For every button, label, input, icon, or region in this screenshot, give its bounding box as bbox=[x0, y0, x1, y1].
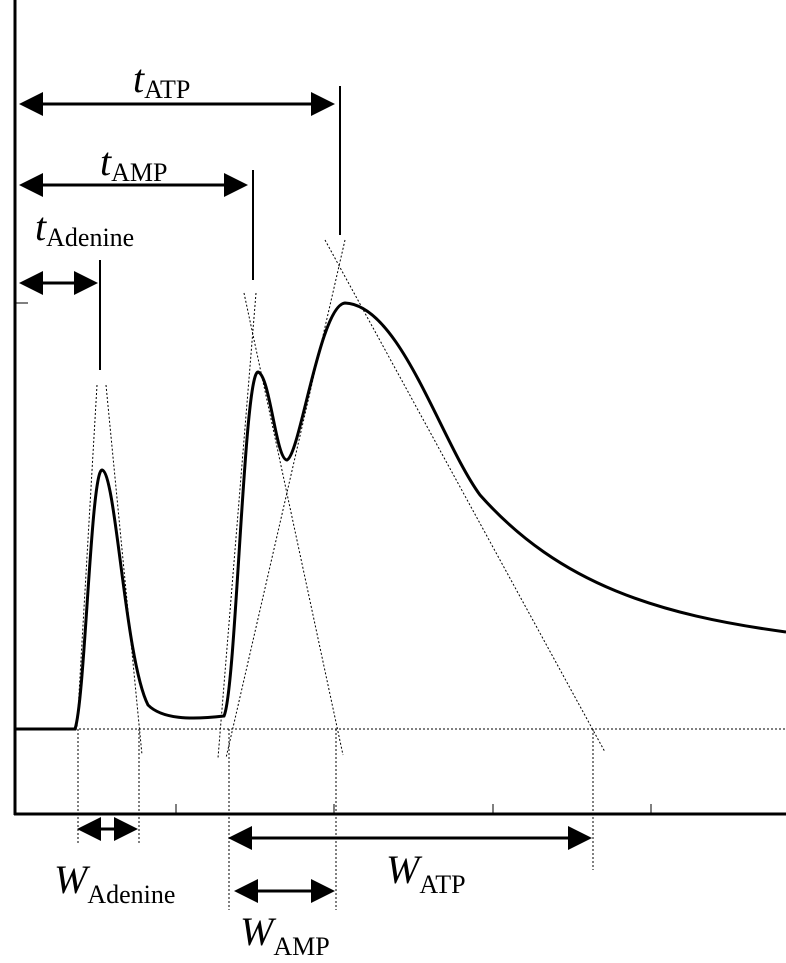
retention-markers bbox=[99, 86, 341, 370]
t-amp-label: tAMP bbox=[100, 139, 167, 187]
axis-ticks bbox=[15, 302, 652, 814]
chromatogram-curve bbox=[15, 301, 786, 731]
tangent-lines bbox=[76, 239, 606, 759]
w-amp-label: WAMP bbox=[240, 909, 330, 961]
w-adenine-label: WAdenine bbox=[54, 857, 175, 909]
t-atp-label: tATP bbox=[133, 56, 190, 104]
t-adenine-label: tAdenine bbox=[35, 204, 134, 252]
arrows bbox=[19, 92, 592, 903]
w-atp-label: WATP bbox=[386, 847, 466, 899]
